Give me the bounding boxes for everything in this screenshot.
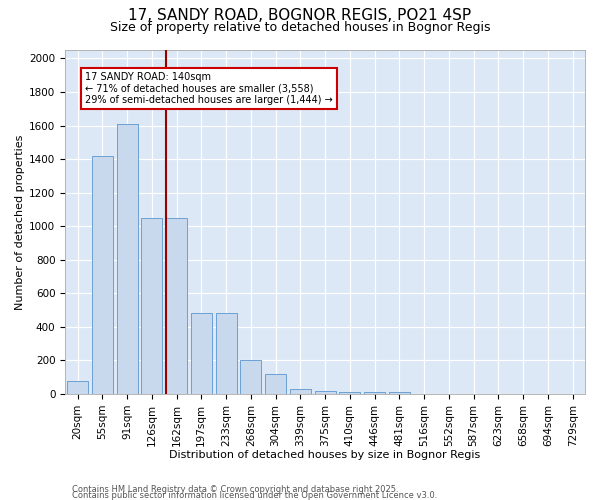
Text: 17, SANDY ROAD, BOGNOR REGIS, PO21 4SP: 17, SANDY ROAD, BOGNOR REGIS, PO21 4SP (128, 8, 472, 22)
Bar (67, 380, 88, 394)
Text: 17 SANDY ROAD: 140sqm
← 71% of detached houses are smaller (3,558)
29% of semi-d: 17 SANDY ROAD: 140sqm ← 71% of detached … (85, 72, 332, 105)
Text: Size of property relative to detached houses in Bognor Regis: Size of property relative to detached ho… (110, 21, 490, 34)
Bar (265, 374, 286, 394)
Bar (290, 389, 311, 394)
Bar (240, 360, 262, 394)
Text: Contains public sector information licensed under the Open Government Licence v3: Contains public sector information licen… (72, 490, 437, 500)
Bar (340, 392, 361, 394)
Bar (141, 218, 163, 394)
Bar (389, 392, 410, 394)
Bar (92, 156, 113, 394)
Text: Contains HM Land Registry data © Crown copyright and database right 2025.: Contains HM Land Registry data © Crown c… (72, 484, 398, 494)
X-axis label: Distribution of detached houses by size in Bognor Regis: Distribution of detached houses by size … (169, 450, 481, 460)
Bar (314, 390, 335, 394)
Bar (215, 314, 236, 394)
Y-axis label: Number of detached properties: Number of detached properties (15, 134, 25, 310)
Bar (166, 218, 187, 394)
Bar (191, 314, 212, 394)
Bar (364, 392, 385, 394)
Bar (116, 124, 137, 394)
